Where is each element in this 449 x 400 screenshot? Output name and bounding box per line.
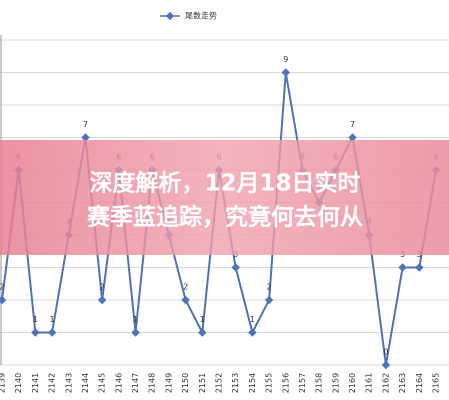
point-marker	[398, 263, 407, 272]
point-marker	[81, 133, 90, 142]
point-marker	[131, 328, 140, 337]
point-marker	[348, 133, 357, 142]
x-tick-label: 2155	[265, 373, 274, 393]
x-tick-label: 2150	[181, 373, 190, 393]
data-label: 2	[100, 283, 105, 292]
data-label: 7	[350, 120, 355, 129]
x-tick-label: 2156	[281, 373, 290, 393]
x-tick-label: 2154	[248, 373, 257, 393]
data-label: 9	[283, 55, 288, 64]
title-banner	[0, 140, 449, 255]
x-tick-label: 2141	[31, 373, 40, 393]
x-tick-label: 2144	[81, 373, 90, 393]
banner-title-line: 深度解析，12月18日实时	[89, 170, 360, 197]
point-marker	[198, 328, 207, 337]
point-marker	[31, 328, 40, 337]
x-tick-label: 2153	[231, 373, 240, 393]
data-label: 2	[183, 283, 188, 292]
data-label: 1	[200, 315, 205, 324]
point-marker	[415, 263, 424, 272]
x-tick-label: 2163	[398, 373, 407, 393]
x-tick-label: 2148	[148, 373, 157, 393]
x-tick-label: 2143	[64, 373, 73, 393]
legend-marker	[165, 11, 175, 21]
x-tick-label: 2161	[365, 373, 374, 393]
x-tick-label: 2151	[198, 373, 207, 393]
point-marker	[0, 295, 7, 305]
data-label: 1	[133, 315, 138, 324]
data-label: 0	[383, 348, 388, 357]
data-label: 2	[0, 283, 5, 292]
point-marker	[381, 360, 391, 370]
data-label: 7	[83, 120, 88, 129]
point-marker	[248, 328, 257, 337]
legend: 尾数走势	[160, 11, 217, 21]
point-marker	[281, 68, 291, 77]
x-tick-label: 2139	[0, 373, 7, 393]
data-label: 1	[50, 315, 55, 324]
data-label: 2	[267, 283, 272, 292]
x-tick-label: 2142	[48, 373, 57, 393]
point-marker	[47, 328, 57, 337]
x-tick-label: 2146	[114, 373, 123, 393]
x-tick-label: 2149	[164, 373, 173, 393]
point-marker	[181, 295, 190, 305]
x-tick-label: 2158	[315, 373, 324, 393]
banner-title-line: 赛季蓝追踪，究竟何去何从	[86, 204, 363, 231]
x-tick-label: 2147	[131, 373, 140, 393]
x-tick-label: 2164	[415, 373, 424, 393]
x-tick-label: 2145	[98, 373, 107, 393]
x-tick-label: 2152	[215, 373, 224, 393]
x-tick-label: 2160	[348, 373, 357, 393]
x-tick-label: 2165	[432, 373, 441, 393]
point-marker	[264, 295, 274, 305]
x-tick-label: 2157	[298, 373, 307, 393]
point-marker	[231, 263, 240, 272]
point-marker	[97, 295, 107, 305]
x-tick-label: 2159	[331, 373, 340, 393]
legend-label: 尾数走势	[185, 11, 217, 21]
data-label: 1	[250, 315, 255, 324]
data-label: 1	[33, 315, 38, 324]
x-tick-label: 2140	[14, 373, 23, 393]
x-tick-label: 2162	[381, 373, 390, 393]
